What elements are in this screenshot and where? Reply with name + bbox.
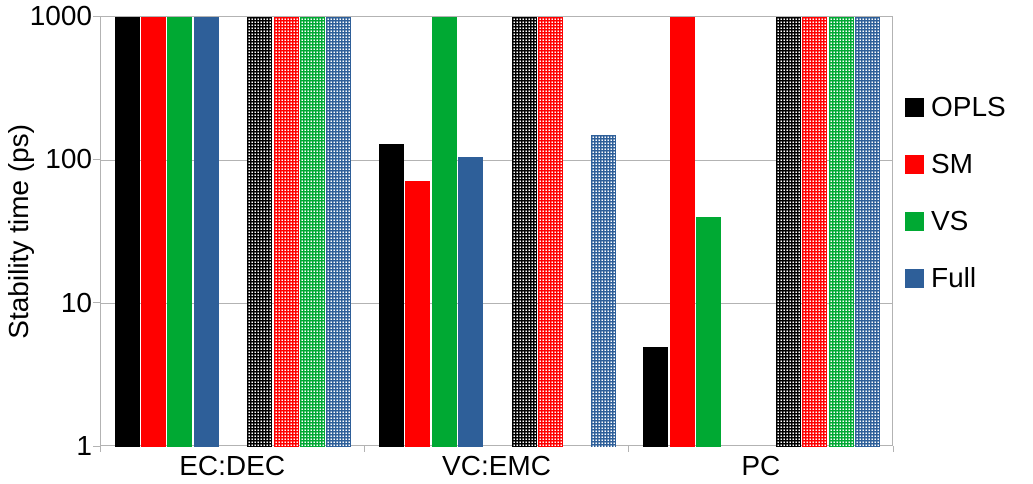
legend: OPLS SM VS Full — [905, 91, 1006, 293]
y-tick-label: 10 — [60, 286, 92, 318]
x-tick-mark — [628, 446, 630, 452]
plot-area — [100, 16, 893, 447]
x-category-label: VC:EMC — [442, 450, 551, 481]
legend-label: Full — [931, 262, 977, 293]
bar-pc-vs — [695, 217, 721, 447]
legend-swatch-opls — [905, 97, 924, 117]
bar-ecdec-sm — [141, 17, 166, 447]
bar-ecdec-sm-crosshatch — [273, 17, 299, 447]
legend-swatch-vs — [905, 211, 924, 231]
bar-pc-opls-crosshatch — [775, 17, 801, 447]
bar-ecdec-opls-crosshatch — [247, 17, 273, 447]
bar-vcemc-full-crosshatch — [590, 135, 616, 447]
y-tick-label: 1 — [76, 430, 92, 461]
legend-label: OPLS — [931, 91, 1006, 122]
y-tick-label: 1000 — [29, 0, 92, 31]
x-tick-mark — [99, 446, 101, 452]
bar-ecdec-vs — [167, 17, 193, 447]
legend-label: SM — [931, 148, 973, 179]
y-tick-mark — [93, 15, 100, 17]
bar-ecdec-full-crosshatch — [326, 17, 352, 447]
y-tick-mark — [93, 302, 100, 304]
legend-entry-sm: SM — [905, 148, 1006, 179]
gridline-10 — [101, 303, 892, 305]
x-category-label: EC:DEC — [179, 450, 286, 481]
bar-vcemc-opls-crosshatch — [511, 17, 537, 447]
bar-ecdec-opls — [114, 17, 140, 447]
bar-ecdec-vs-crosshatch — [299, 17, 325, 447]
x-tick-mark — [363, 446, 365, 452]
bar-pc-sm-crosshatch — [802, 17, 828, 447]
y-axis-title: Stability time (ps) — [2, 16, 36, 446]
bar-ecdec-full — [193, 17, 219, 447]
y-tick-label: 100 — [45, 143, 92, 175]
bar-vcemc-opls — [379, 144, 405, 447]
bar-vcemc-full — [457, 157, 483, 447]
x-category-label: PC — [741, 450, 781, 481]
legend-entry-full: Full — [905, 262, 1006, 293]
bar-pc-opls — [643, 346, 669, 447]
legend-entry-vs: VS — [905, 205, 1006, 236]
gridline-100 — [101, 159, 892, 161]
x-tick-mark — [892, 446, 894, 452]
legend-swatch-sm — [905, 154, 924, 174]
bar-pc-vs-crosshatch — [828, 17, 854, 447]
y-tick-mark — [93, 445, 100, 447]
legend-label: VS — [931, 205, 969, 236]
legend-entry-opls: OPLS — [905, 91, 1006, 122]
bar-vcemc-sm-crosshatch — [537, 17, 563, 447]
bar-pc-full-crosshatch — [854, 17, 880, 447]
bar-pc-sm — [669, 17, 695, 447]
y-tick-mark — [93, 158, 100, 160]
bar-vcemc-vs — [431, 17, 457, 447]
legend-swatch-full — [905, 268, 924, 288]
bar-vcemc-sm — [405, 180, 431, 447]
